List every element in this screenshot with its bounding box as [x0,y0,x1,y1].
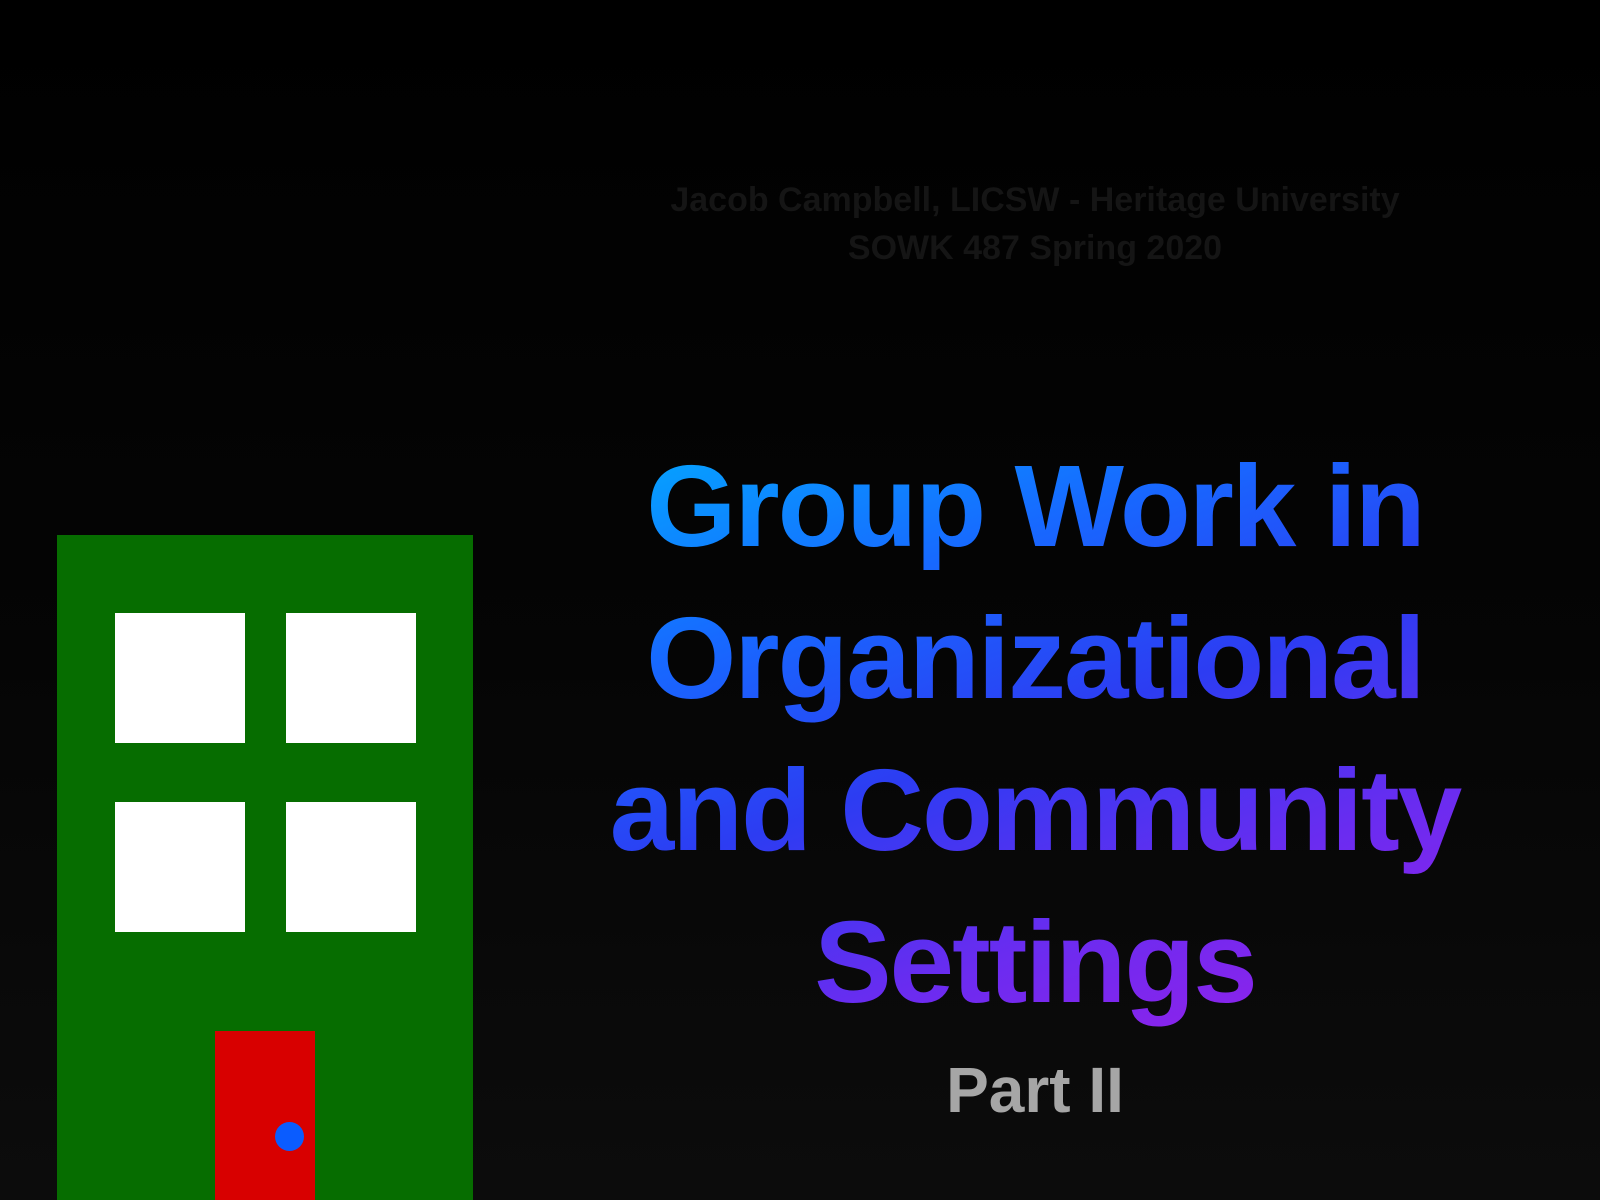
title-line-2: Organizational [646,593,1424,723]
title-line-4: Settings [814,897,1256,1027]
author-block: Jacob Campbell, LICSW - Heritage Univers… [570,176,1500,272]
door [215,1031,315,1200]
window-top-right [286,613,416,743]
title-line-3: and Community [609,745,1461,875]
window-bottom-right [286,802,416,932]
title-line-1: Group Work in [646,441,1424,571]
doorknob [275,1122,304,1151]
window-top-left [115,613,245,743]
slide-title: Group Work in Organizational and Communi… [560,430,1510,1038]
course-line: SOWK 487 Spring 2020 [847,229,1223,267]
author-line: Jacob Campbell, LICSW - Heritage Univers… [670,181,1400,219]
building-icon [57,535,473,1200]
window-bottom-left [115,802,245,932]
slide-subtitle: Part II [946,1054,1124,1126]
